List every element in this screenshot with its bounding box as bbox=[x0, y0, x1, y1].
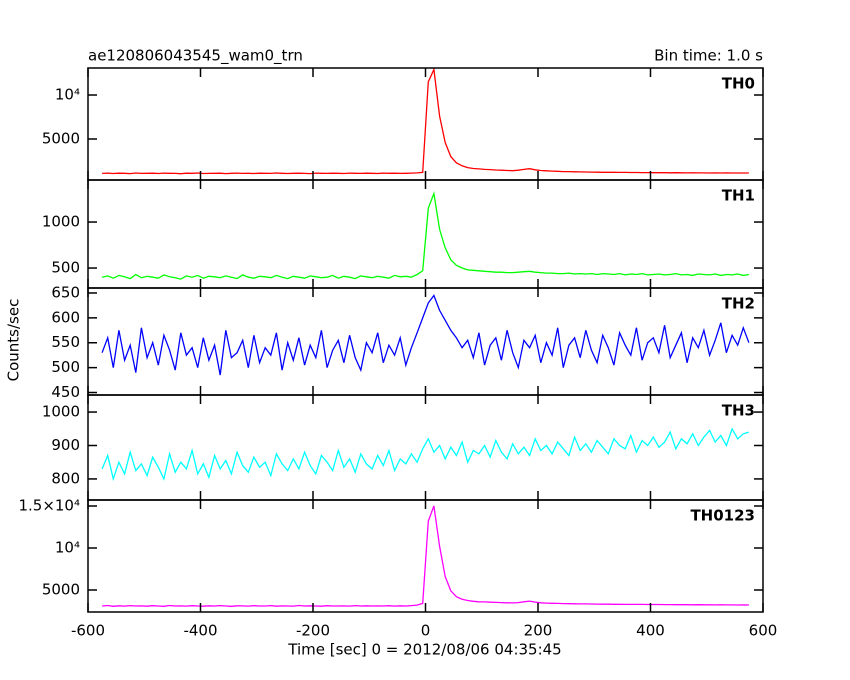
y-tick-label: 500 bbox=[51, 358, 80, 376]
bin-time: Bin time: 1.0 s bbox=[654, 47, 763, 65]
y-tick-label: 1000 bbox=[42, 403, 80, 421]
y-tick-label: 10⁴ bbox=[55, 538, 80, 556]
panel-label: TH1 bbox=[722, 187, 755, 205]
light-curve bbox=[101, 294, 750, 376]
x-tick-label: 400 bbox=[636, 622, 665, 640]
panel-label: TH0123 bbox=[690, 507, 755, 525]
x-tick-label: -200 bbox=[296, 622, 330, 640]
x-axis-label: Time [sec] 0 = 2012/08/06 04:35:45 bbox=[287, 641, 561, 659]
y-tick-label: 1.5×10⁴ bbox=[18, 496, 80, 514]
y-tick-label: 1000 bbox=[42, 213, 80, 231]
light-curve bbox=[101, 427, 750, 482]
chart-title: ae120806043545_wam0_trn bbox=[88, 47, 303, 66]
light-curve bbox=[102, 505, 749, 607]
y-tick-label: 450 bbox=[51, 383, 80, 401]
y-tick-label: 550 bbox=[51, 333, 80, 351]
y-tick-label: 600 bbox=[51, 308, 80, 326]
x-tick-label: 0 bbox=[421, 622, 431, 640]
y-tick-label: 10⁴ bbox=[55, 86, 80, 104]
x-tick-label: -600 bbox=[71, 622, 105, 640]
y-tick-label: 900 bbox=[51, 436, 80, 454]
y-axis-label: Counts/sec bbox=[5, 299, 23, 382]
x-tick-label: 600 bbox=[749, 622, 778, 640]
y-tick-label: 5000 bbox=[42, 130, 80, 148]
y-tick-label: 800 bbox=[51, 469, 80, 487]
y-tick-label: 650 bbox=[51, 283, 80, 301]
panel-label: TH0 bbox=[722, 75, 755, 93]
y-tick-label: 5000 bbox=[42, 580, 80, 598]
panel-label: TH2 bbox=[722, 295, 755, 313]
y-tick-label: 500 bbox=[51, 259, 80, 277]
x-tick-label: -400 bbox=[183, 622, 217, 640]
light-curve bbox=[101, 190, 750, 280]
x-tick-label: 200 bbox=[524, 622, 553, 640]
light-curve bbox=[102, 67, 749, 175]
panel-label: TH3 bbox=[722, 402, 755, 420]
